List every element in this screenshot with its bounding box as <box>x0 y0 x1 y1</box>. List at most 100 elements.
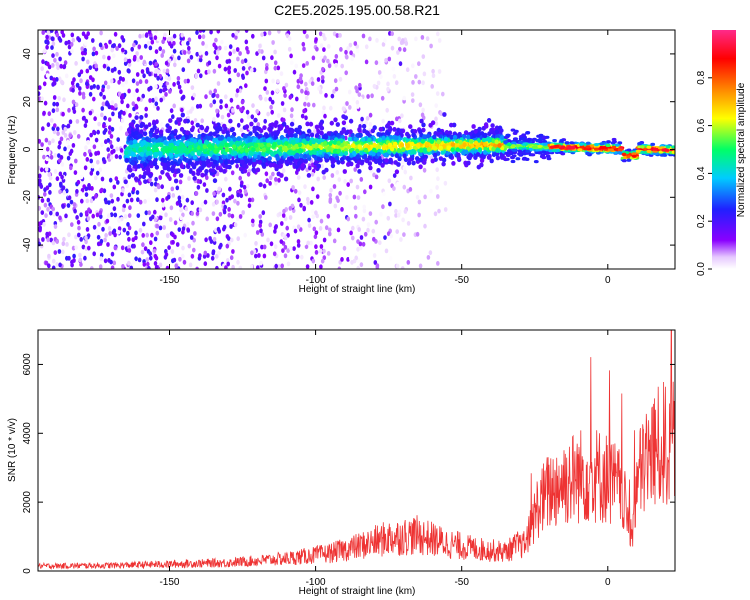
spectrogram-cell <box>154 61 158 67</box>
spectrogram-cell <box>145 67 150 72</box>
spectrogram-cell <box>398 61 403 67</box>
spectrogram-cell <box>46 30 51 35</box>
spectrogram-cell <box>187 243 192 249</box>
spectrogram-cell <box>74 234 78 240</box>
spectrogram-cell <box>171 114 175 120</box>
spectrogram-cell <box>117 79 121 85</box>
spectrogram-cell <box>203 250 208 256</box>
spectrogram-cell <box>521 133 527 137</box>
spectrogram-cell <box>154 164 160 170</box>
spectrogram-cell <box>193 143 198 149</box>
spectrogram-cell <box>143 179 148 185</box>
spectrogram-cell <box>139 115 144 120</box>
spectrogram-cell <box>348 42 353 48</box>
spectrogram-cell <box>347 89 352 95</box>
spectrogram-cell <box>168 41 172 47</box>
spectrogram-cell <box>239 147 245 153</box>
spectrogram-cell <box>342 169 347 174</box>
spectrogram-cell <box>41 237 45 242</box>
spectrogram-cell <box>52 80 57 86</box>
spectrogram-cell <box>110 47 114 53</box>
spectrogram-cell <box>86 31 90 37</box>
spectrogram-cell <box>169 36 174 42</box>
spectrogram-cell <box>287 36 292 42</box>
spectrogram-cell <box>253 143 259 148</box>
spectrogram-cell <box>253 117 258 123</box>
spectrogram-cell <box>270 109 275 115</box>
spectrogram-cell <box>368 211 373 217</box>
spectrogram-cell <box>293 133 298 138</box>
spectrogram-cell <box>211 93 215 99</box>
spectrogram-cell <box>243 133 248 139</box>
spectrogram-cell <box>167 125 172 131</box>
spectrogram-cell <box>190 85 195 90</box>
spectrogram-cell <box>189 137 195 143</box>
spectrogram-cell <box>173 62 177 68</box>
spectrogram-cell <box>346 46 350 51</box>
spectrogram-cell <box>532 137 537 141</box>
spectrogram-cell <box>229 140 234 146</box>
spectrogram-cell <box>339 157 345 162</box>
spectrogram-cell <box>370 93 374 99</box>
spectrogram-cell <box>89 170 94 176</box>
spectrogram-cell <box>321 78 325 84</box>
spectrogram-cell <box>229 97 234 103</box>
spectrogram-cell <box>418 164 423 170</box>
spectrogram-cell <box>269 175 273 181</box>
spectrogram-cell <box>305 136 310 142</box>
spectrogram-cell <box>463 149 469 155</box>
spectrogram-cell <box>270 90 275 96</box>
spectrogram-cell <box>124 79 129 85</box>
spectrogram-cell <box>148 98 152 103</box>
spectrogram-cell <box>144 124 149 130</box>
spectrogram-cell <box>123 179 128 185</box>
spectrogram-cell <box>277 30 281 34</box>
spectrogram-cell <box>335 122 340 127</box>
spectrogram-cell <box>120 118 125 123</box>
spectrogram-cell <box>85 81 89 87</box>
spectrogram-cell <box>345 195 349 200</box>
spectrogram-cell <box>305 61 310 66</box>
spectrogram-cell <box>372 253 377 258</box>
spectrogram-cell <box>316 77 321 82</box>
spectrogram-cell <box>81 107 85 113</box>
spectrogram-cell <box>110 126 115 132</box>
spectrogram-cell <box>130 46 134 52</box>
spectrogram-cell <box>72 253 76 259</box>
spectrogram-cell <box>208 90 213 96</box>
spectrogram-cell <box>418 129 423 135</box>
spectrogram-cell <box>124 158 129 163</box>
spectrogram-cell <box>297 142 302 148</box>
spectrogram-cell <box>178 188 183 194</box>
spectrogram-cell <box>290 139 295 145</box>
spectrogram-cell <box>186 164 191 170</box>
spectrogram-cell <box>322 47 326 52</box>
spectrogram-cell <box>439 111 444 117</box>
spectrogram-cell <box>107 55 111 61</box>
spectrogram-cell <box>239 107 243 112</box>
spectrogram-cell <box>265 178 270 184</box>
spectrogram-cell <box>361 123 367 129</box>
spectrogram-cell <box>90 266 94 269</box>
spectrogram-cell <box>315 46 319 52</box>
spectrogram-cell <box>179 164 185 169</box>
spectrogram-cell <box>250 67 254 73</box>
spectrogram-cell <box>147 155 152 161</box>
spectrogram-cell <box>224 176 228 182</box>
spectrogram-cell <box>81 94 86 100</box>
spectrogram-cell <box>155 197 159 203</box>
spectrogram-cell <box>341 120 347 126</box>
spectrogram-cell <box>225 258 230 263</box>
spectrogram-cell <box>66 155 71 161</box>
spectrogram-cell <box>79 212 83 218</box>
spectrogram-cell <box>139 123 144 129</box>
spectrogram-cell <box>47 172 51 178</box>
spectrogram-cell <box>40 96 44 102</box>
spectrogram-cell <box>55 101 60 107</box>
spectrogram-cell <box>81 56 85 62</box>
spectrogram-cell <box>202 144 207 150</box>
spectrogram-cell <box>336 198 340 204</box>
spectrogram-cell <box>38 85 42 91</box>
spectrogram-cell <box>87 245 91 251</box>
spectrogram-cell <box>318 149 323 155</box>
